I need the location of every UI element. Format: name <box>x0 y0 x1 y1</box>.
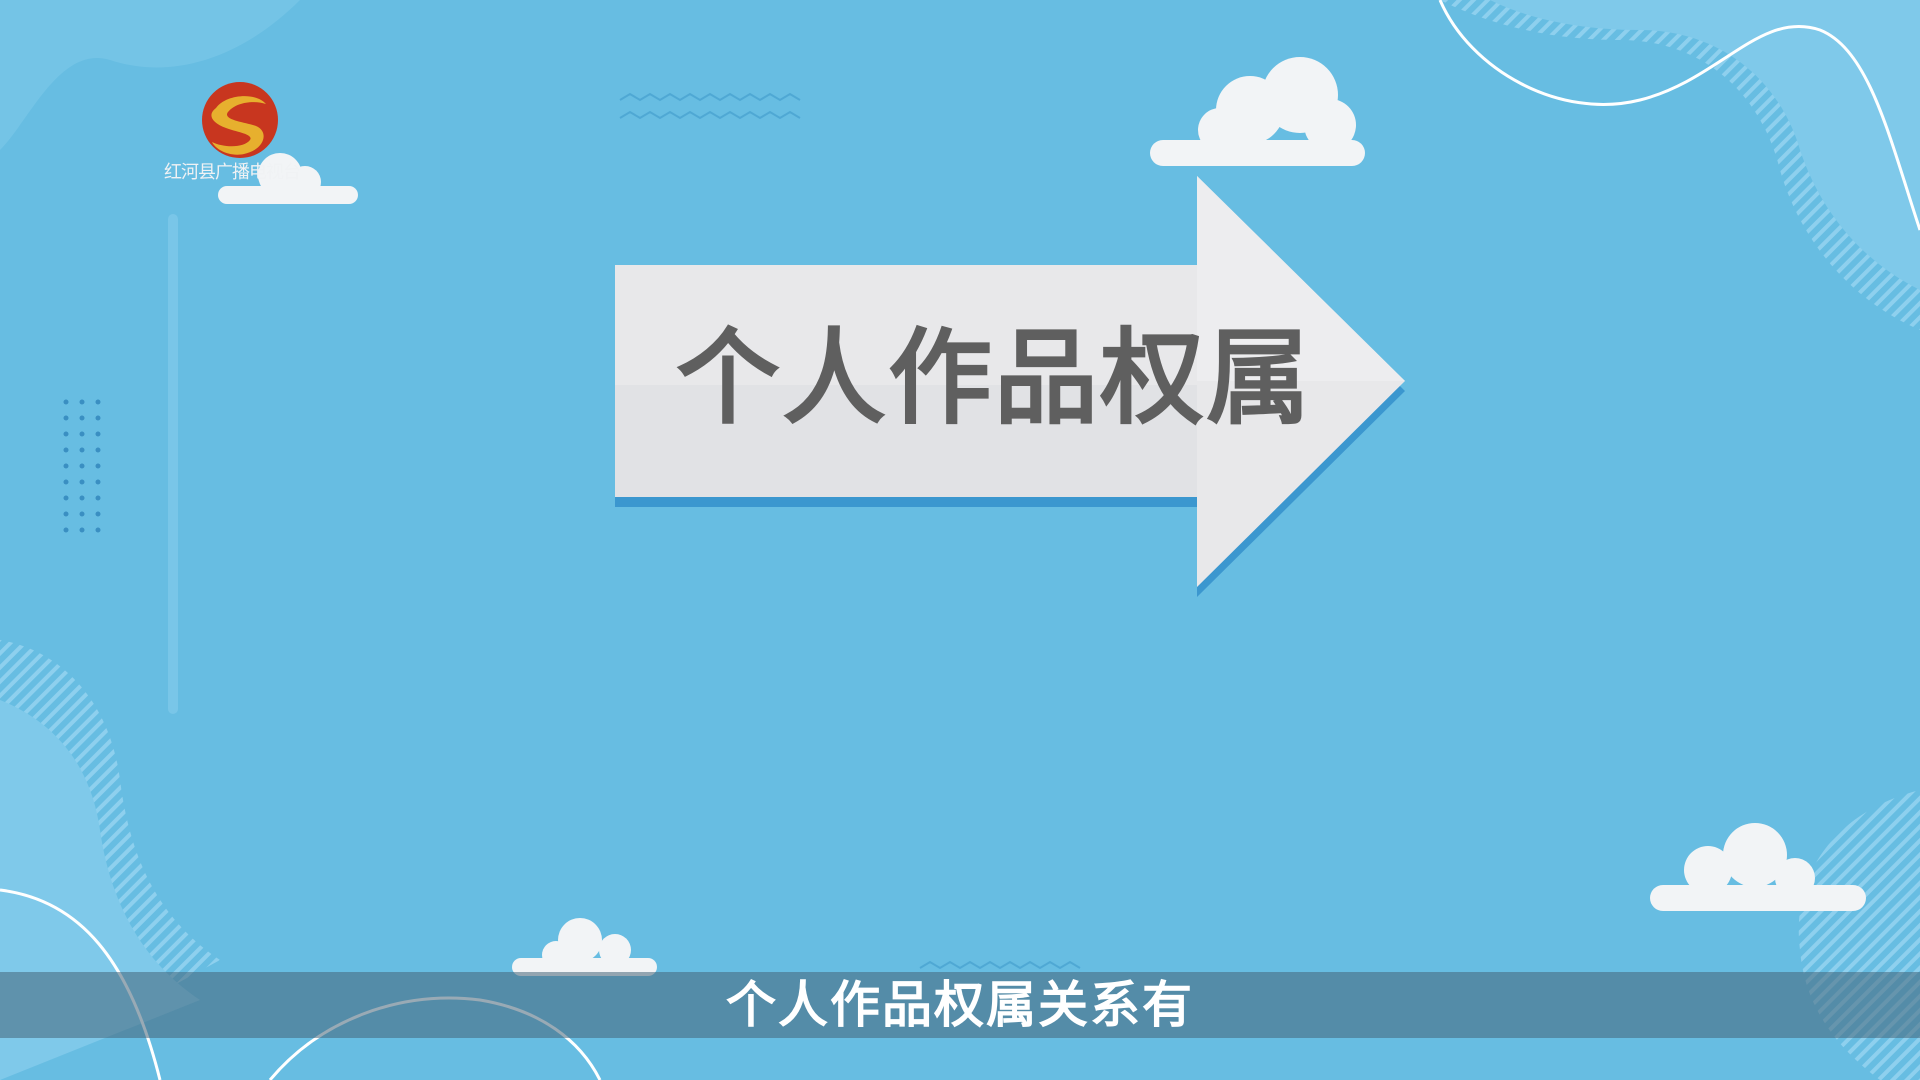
cloud-top-left <box>218 153 358 204</box>
subtitle-bar <box>0 972 1920 1038</box>
left-vertical-bar <box>168 214 178 714</box>
station-logo <box>164 80 334 190</box>
station-logo-caption: 红河县广播电视台 <box>164 162 301 183</box>
dot-grid <box>63 399 101 533</box>
cloud-top-center <box>1150 57 1365 166</box>
top-left-blob <box>0 0 300 150</box>
top-right-blob <box>1490 0 1920 290</box>
subtitle-caption: 个人作品权属关系有 <box>726 976 1194 1034</box>
zigzag-line-bottom <box>919 960 1081 970</box>
cloud-bottom-right <box>1650 823 1866 911</box>
top-right-curve-line <box>1438 0 1920 231</box>
arrow-lower-shade <box>615 385 1197 497</box>
station-logo-icon <box>202 82 278 158</box>
arrow-head-shade <box>1197 176 1405 381</box>
arrow-title: 个人作品权属 <box>676 317 1313 439</box>
cloud-bottom-left <box>512 918 657 976</box>
zigzag-line-top-1 <box>619 92 801 102</box>
zigzag-line-top-2 <box>619 110 801 120</box>
